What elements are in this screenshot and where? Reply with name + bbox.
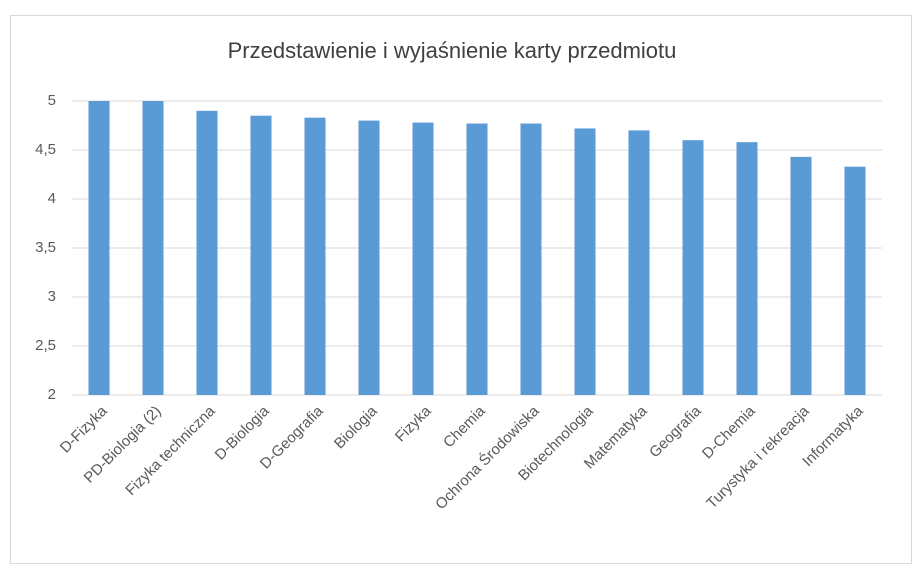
bar bbox=[358, 120, 380, 395]
bar bbox=[250, 115, 272, 395]
bar bbox=[844, 166, 866, 395]
bar bbox=[736, 142, 758, 395]
y-tick-label: 2,5 bbox=[35, 337, 56, 354]
chart-title: Przedstawienie i wyjaśnienie karty przed… bbox=[228, 38, 677, 63]
bar bbox=[682, 140, 704, 395]
y-tick-label: 5 bbox=[48, 92, 56, 109]
y-tick-label: 3,5 bbox=[35, 239, 56, 256]
bar bbox=[520, 123, 542, 395]
bar bbox=[628, 130, 650, 395]
bar bbox=[142, 101, 164, 395]
bar bbox=[574, 128, 596, 395]
bar bbox=[790, 156, 812, 395]
y-tick-label: 3 bbox=[48, 288, 56, 305]
bar bbox=[304, 117, 326, 395]
bar bbox=[412, 122, 434, 395]
y-tick-label: 4 bbox=[48, 190, 56, 207]
bar bbox=[196, 110, 218, 396]
bar bbox=[88, 101, 110, 395]
y-tick-label: 2 bbox=[48, 386, 56, 403]
bar bbox=[466, 123, 488, 395]
y-tick-label: 4,5 bbox=[35, 141, 56, 158]
